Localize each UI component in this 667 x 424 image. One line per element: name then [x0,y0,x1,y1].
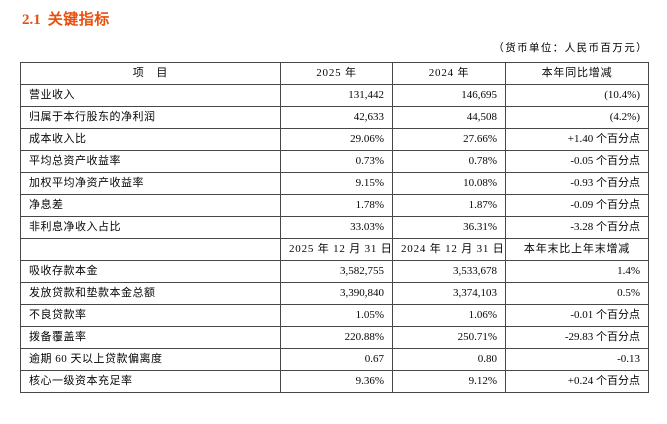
table-row: 核心一级资本充足率 9.36% 9.12% +0.24 个百分点 [20,370,649,393]
table-row: 非利息净收入占比 33.03% 36.31% -3.28 个百分点 [20,216,649,239]
cell-change: (4.2%) [505,106,649,129]
cell-value-2025: 0.73% [280,150,393,173]
table-row: 不良贷款率 1.05% 1.06% -0.01 个百分点 [20,304,649,327]
cell-item-label: 吸收存款本金 [20,260,281,283]
cell-value-2024: 44,508 [392,106,506,129]
table-row: 净息差 1.78% 1.87% -0.09 个百分点 [20,194,649,217]
cell-item-label: 净息差 [20,194,281,217]
key-indicators-table: 项 目 2025 年 2024 年 本年同比增减 营业收入 131,442 146,… [20,62,649,393]
table-row: 加权平均净资产收益率 9.15% 10.08% -0.93 个百分点 [20,172,649,195]
cell-item-label: 不良贷款率 [20,304,281,327]
column-header-item: 项 目 [20,62,281,85]
cell-value-2024: 36.31% [392,216,506,239]
cell-change: +0.24 个百分点 [505,370,649,393]
cell-value-2025: 220.88% [280,326,393,349]
cell-value-2024: 1.06% [392,304,506,327]
cell-item-label: 拨备覆盖率 [20,326,281,349]
cell-value-2024: 10.08% [392,172,506,195]
cell-change: -3.28 个百分点 [505,216,649,239]
section-title: 2.1 关键指标 [22,8,110,29]
table-row: 逾期 60 天以上贷款偏离度 0.67 0.80 -0.13 [20,348,649,371]
cell-change: (10.4%) [505,84,649,107]
cell-value-2025: 0.67 [280,348,393,371]
cell-value-2024: 9.12% [392,370,506,393]
table-row: 拨备覆盖率 220.88% 250.71% -29.83 个百分点 [20,326,649,349]
cell-value-2025: 3,390,840 [280,282,393,305]
cell-change: -0.09 个百分点 [505,194,649,217]
cell-change: -0.05 个百分点 [505,150,649,173]
subheader-date-2024: 2024 年 12 月 31 日 [392,238,506,261]
cell-value-2024: 250.71% [392,326,506,349]
cell-change: +1.40 个百分点 [505,128,649,151]
cell-value-2024: 27.66% [392,128,506,151]
table-row: 营业收入 131,442 146,695 (10.4%) [20,84,649,107]
cell-value-2025: 42,633 [280,106,393,129]
cell-value-2024: 3,374,103 [392,282,506,305]
cell-item-label: 归属于本行股东的净利润 [20,106,281,129]
cell-value-2024: 0.80 [392,348,506,371]
cell-value-2025: 131,442 [280,84,393,107]
table-row: 发放贷款和垫款本金总额 3,390,840 3,374,103 0.5% [20,282,649,305]
section-heading-text: 关键指标 [47,12,110,28]
currency-unit-note: （货币单位：人民币百万元） [493,43,648,54]
table-row: 成本收入比 29.06% 27.66% +1.40 个百分点 [20,128,649,151]
table-row: 平均总资产收益率 0.73% 0.78% -0.05 个百分点 [20,150,649,173]
cell-item-label: 逾期 60 天以上贷款偏离度 [20,348,281,371]
cell-value-2025: 3,582,755 [280,260,393,283]
cell-value-2025: 33.03% [280,216,393,239]
cell-value-2025: 9.36% [280,370,393,393]
table-row: 归属于本行股东的净利润 42,633 44,508 (4.2%) [20,106,649,129]
cell-value-2024: 3,533,678 [392,260,506,283]
cell-change: -0.01 个百分点 [505,304,649,327]
cell-change: -0.93 个百分点 [505,172,649,195]
cell-change: 1.4% [505,260,649,283]
cell-item-label: 核心一级资本充足率 [20,370,281,393]
column-header-yoy-change: 本年同比增减 [505,62,649,85]
table-row: 吸收存款本金 3,582,755 3,533,678 1.4% [20,260,649,283]
cell-item-label: 发放贷款和垫款本金总额 [20,282,281,305]
cell-value-2024: 0.78% [392,150,506,173]
cell-item-label: 加权平均净资产收益率 [20,172,281,195]
column-header-2025: 2025 年 [280,62,393,85]
cell-value-2024: 1.87% [392,194,506,217]
cell-change: -29.83 个百分点 [505,326,649,349]
cell-change: -0.13 [505,348,649,371]
cell-value-2025: 9.15% [280,172,393,195]
cell-value-2025: 29.06% [280,128,393,151]
cell-item-label: 平均总资产收益率 [20,150,281,173]
column-header-2024: 2024 年 [392,62,506,85]
cell-change: 0.5% [505,282,649,305]
table-subheader-row: 2025 年 12 月 31 日 2024 年 12 月 31 日本年末比上年末增… [20,238,649,261]
cell-item-label: 非利息净收入占比 [20,216,281,239]
cell-item-label: 营业收入 [20,84,281,107]
cell-value-2025: 1.05% [280,304,393,327]
cell-value-2025: 1.78% [280,194,393,217]
cell-value-2024: 146,695 [392,84,506,107]
cell-item-label: 成本收入比 [20,128,281,151]
subheader-date-2025: 2025 年 12 月 31 日 [280,238,393,261]
section-number: 2.1 [22,12,41,28]
table-header-row: 项 目 2025 年 2024 年 本年同比增减 [20,62,649,85]
subheader-yearend-change: 本年末比上年末增减 [505,238,649,261]
subheader-empty-cell [20,238,281,261]
